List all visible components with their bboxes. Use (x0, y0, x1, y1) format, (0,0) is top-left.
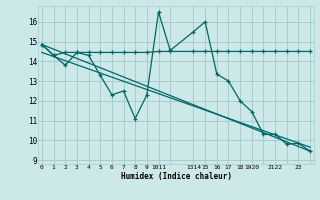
X-axis label: Humidex (Indice chaleur): Humidex (Indice chaleur) (121, 172, 231, 181)
